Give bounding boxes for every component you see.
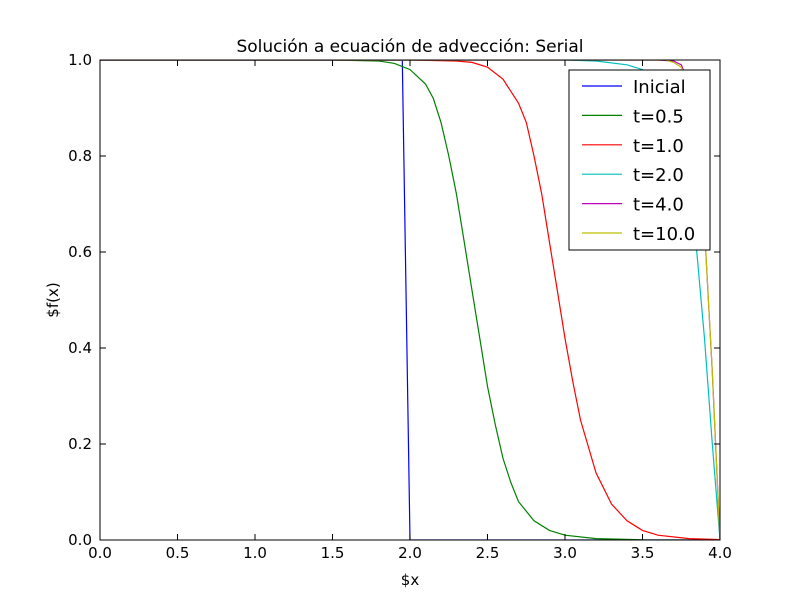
legend-label: t=1.0 (633, 136, 684, 157)
legend-label: Inicial (633, 77, 686, 98)
legend-label: t=10.0 (633, 224, 695, 245)
legend-label: t=4.0 (633, 195, 684, 216)
series-line-2 (100, 60, 720, 540)
x-tick-label: 1.5 (321, 544, 345, 562)
series-line-0 (100, 60, 720, 540)
y-tick-label: 1.0 (68, 51, 92, 69)
x-tick-label: 4.0 (708, 544, 732, 562)
chart-title: Solución a ecuación de advección: Serial (236, 37, 583, 57)
plot-area (99, 59, 721, 541)
y-tick-label: 0.8 (68, 147, 92, 165)
y-axis-label: $f(x) (44, 282, 62, 317)
x-tick-label: 2.0 (398, 544, 422, 562)
legend-label: t=0.5 (633, 106, 684, 127)
x-axis: 0.0 0.5 1.0 1.5 2.0 2.5 3.0 3.5 4.0 (88, 60, 732, 562)
y-axis: 0.0 0.2 0.4 0.6 0.8 1.0 (68, 51, 720, 549)
x-tick-label: 3.5 (631, 544, 655, 562)
y-tick-label: 0.2 (68, 435, 92, 453)
legend-box (568, 69, 711, 251)
y-tick-label: 0.4 (68, 339, 92, 357)
x-axis-label: $x (401, 571, 420, 589)
x-tick-label: 0.0 (88, 544, 112, 562)
x-tick-label: 0.5 (166, 544, 190, 562)
series-line-1 (100, 60, 720, 540)
legend-label: t=2.0 (633, 165, 684, 186)
legend: Inicial t=0.5 t=1.0 t=2.0 t=4.0 t=10.0 (568, 69, 711, 251)
x-tick-label: 3.0 (553, 544, 577, 562)
x-tick-label: 1.0 (243, 544, 267, 562)
x-tick-label: 2.5 (476, 544, 500, 562)
y-tick-label: 0.0 (68, 531, 92, 549)
y-tick-label: 0.6 (68, 243, 92, 261)
